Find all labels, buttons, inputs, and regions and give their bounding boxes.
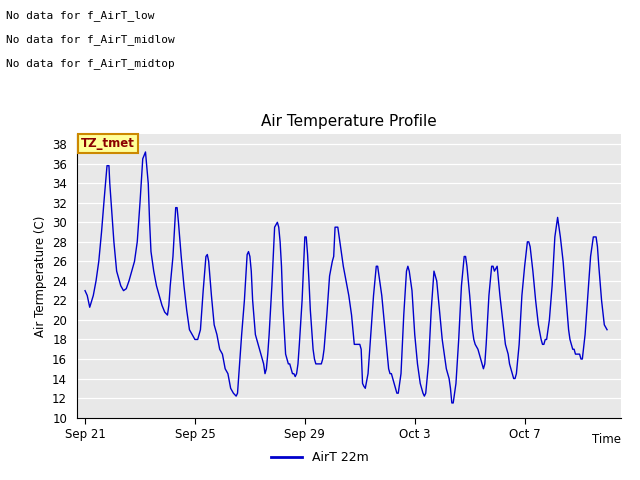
- Legend: AirT 22m: AirT 22m: [266, 446, 374, 469]
- Text: No data for f_AirT_midlow: No data for f_AirT_midlow: [6, 34, 175, 45]
- X-axis label: Time: Time: [592, 433, 621, 446]
- Title: Air Temperature Profile: Air Temperature Profile: [261, 114, 436, 129]
- Text: No data for f_AirT_low: No data for f_AirT_low: [6, 10, 155, 21]
- Text: TZ_tmet: TZ_tmet: [81, 137, 135, 150]
- Y-axis label: Air Termperature (C): Air Termperature (C): [33, 216, 47, 336]
- Text: No data for f_AirT_midtop: No data for f_AirT_midtop: [6, 58, 175, 69]
